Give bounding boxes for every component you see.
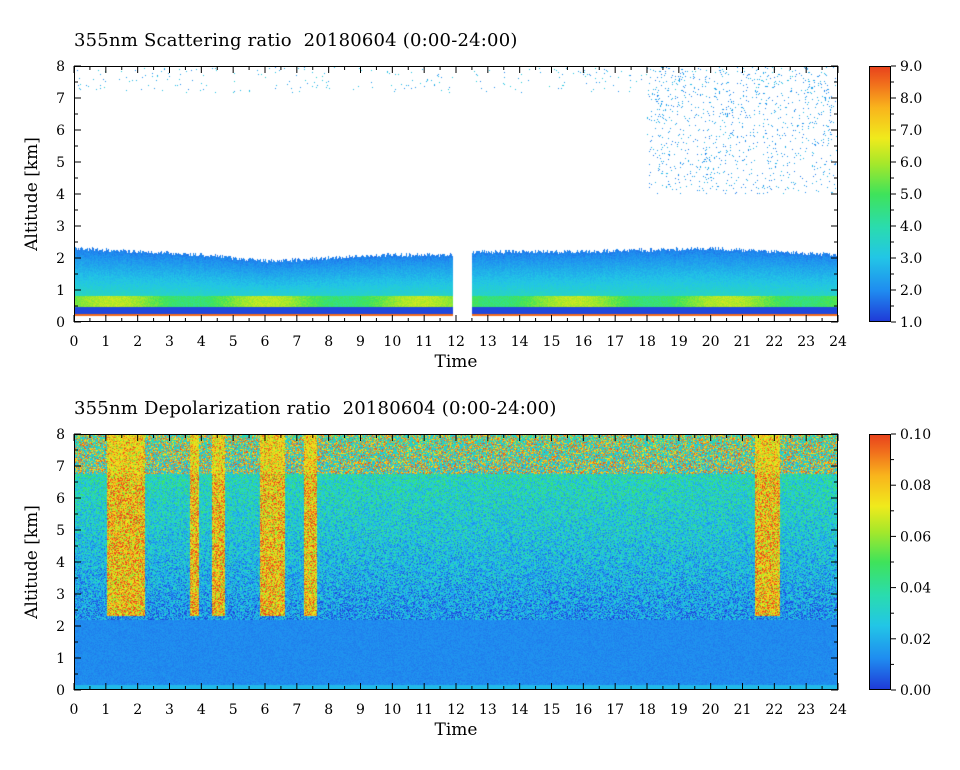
y-tick-label: 8 [56,427,65,443]
x-tick-label: 10 [383,702,401,718]
x-tick-label: 22 [765,702,783,718]
x-tick-label: 23 [797,702,815,718]
y-tick-label: 4 [56,555,65,571]
x-tick-label: 7 [292,334,301,350]
colorbar-tick-label: 7.0 [900,123,922,139]
colorbar-tick-label: 2.0 [900,283,922,299]
y-tick-label: 2 [56,251,65,267]
y-tick-label: 2 [56,619,65,635]
x-tick-label: 3 [165,702,174,718]
x-tick-label: 14 [511,334,529,350]
colorbar-tick-label: 0.08 [900,478,931,494]
y-tick-label: 7 [56,459,65,475]
colorbar-tick-label: 1.0 [900,315,922,331]
y-tick-label: 1 [56,283,65,299]
x-tick-label: 0 [70,702,79,718]
x-tick-label: 19 [670,334,688,350]
x-tick-label: 6 [261,334,270,350]
x-tick-label: 4 [197,334,206,350]
x-tick-label: 17 [606,334,624,350]
x-tick-label: 4 [197,702,206,718]
y-tick-label: 4 [56,187,65,203]
y-tick-label: 6 [56,123,65,139]
x-tick-label: 1 [101,702,110,718]
y-tick-label: 6 [56,491,65,507]
x-tick-label: 15 [543,702,561,718]
colorbar-tick-label: 0.02 [900,632,931,648]
colorbar-tick-label: 0.00 [900,683,931,699]
x-tick-label: 6 [261,702,270,718]
y-tick-label: 5 [56,155,65,171]
y-tick-label: 8 [56,59,65,75]
colorbar-tick-label: 8.0 [900,91,922,107]
y-tick-label: 0 [56,683,65,699]
colorbar-tick-label: 0.04 [900,581,931,597]
x-tick-label: 16 [574,702,592,718]
x-tick-label: 20 [702,334,720,350]
x-tick-label: 11 [415,702,433,718]
x-tick-label: 15 [543,334,561,350]
x-tick-label: 20 [702,702,720,718]
x-tick-label: 24 [829,702,847,718]
x-tick-label: 5 [229,702,238,718]
x-tick-label: 16 [574,334,592,350]
heatmap [75,435,837,689]
x-tick-label: 13 [479,702,497,718]
x-tick-label: 1 [101,334,110,350]
y-tick-label: 1 [56,651,65,667]
plot-area [74,66,838,322]
plot-area [74,434,838,690]
colorbar-tick-label: 6.0 [900,155,922,171]
x-tick-label: 0 [70,334,79,350]
x-tick-label: 3 [165,334,174,350]
colorbar-tick-label: 3.0 [900,251,922,267]
x-tick-label: 5 [229,334,238,350]
x-tick-label: 12 [447,702,465,718]
colorbar-tick-label: 4.0 [900,219,922,235]
y-axis-label: Altitude [km] [22,505,42,619]
x-tick-label: 23 [797,334,815,350]
chart-title: 355nm Scattering ratio 20180604 (0:00-24… [74,30,518,51]
x-tick-label: 21 [734,702,752,718]
colorbar-tick-label: 0.10 [900,427,931,443]
x-tick-label: 21 [734,334,752,350]
x-tick-label: 8 [324,334,333,350]
y-axis-label: Altitude [km] [22,137,42,251]
x-tick-label: 18 [638,702,656,718]
x-tick-label: 9 [356,334,365,350]
x-tick-label: 11 [415,334,433,350]
y-tick-label: 3 [56,219,65,235]
x-axis-label: Time [434,720,478,740]
x-tick-label: 8 [324,702,333,718]
y-tick-label: 3 [56,587,65,603]
depolarization-ratio-panel: 355nm Depolarization ratio 20180604 (0:0… [0,368,960,753]
colorbar-tick-label: 9.0 [900,59,922,75]
x-tick-label: 17 [606,702,624,718]
x-tick-label: 12 [447,334,465,350]
scattering-ratio-panel: 355nm Scattering ratio 20180604 (0:00-24… [22,30,922,372]
colorbar-tick-label: 5.0 [900,187,922,203]
y-tick-label: 7 [56,91,65,107]
x-tick-label: 2 [133,334,142,350]
x-tick-label: 14 [511,702,529,718]
x-tick-label: 24 [829,334,847,350]
x-tick-label: 2 [133,702,142,718]
y-tick-label: 0 [56,315,65,331]
x-tick-label: 13 [479,334,497,350]
colorbar [869,434,891,690]
x-tick-label: 10 [383,334,401,350]
colorbar [869,66,891,322]
heatmap [75,67,837,321]
y-tick-label: 5 [56,523,65,539]
x-tick-label: 18 [638,334,656,350]
x-tick-label: 22 [765,334,783,350]
chart-title: 355nm Depolarization ratio 20180604 (0:0… [74,398,557,419]
colorbar-tick-label: 0.06 [900,529,931,545]
x-tick-label: 9 [356,702,365,718]
x-axis-label: Time [434,352,478,372]
x-tick-label: 7 [292,702,301,718]
x-tick-label: 19 [670,702,688,718]
